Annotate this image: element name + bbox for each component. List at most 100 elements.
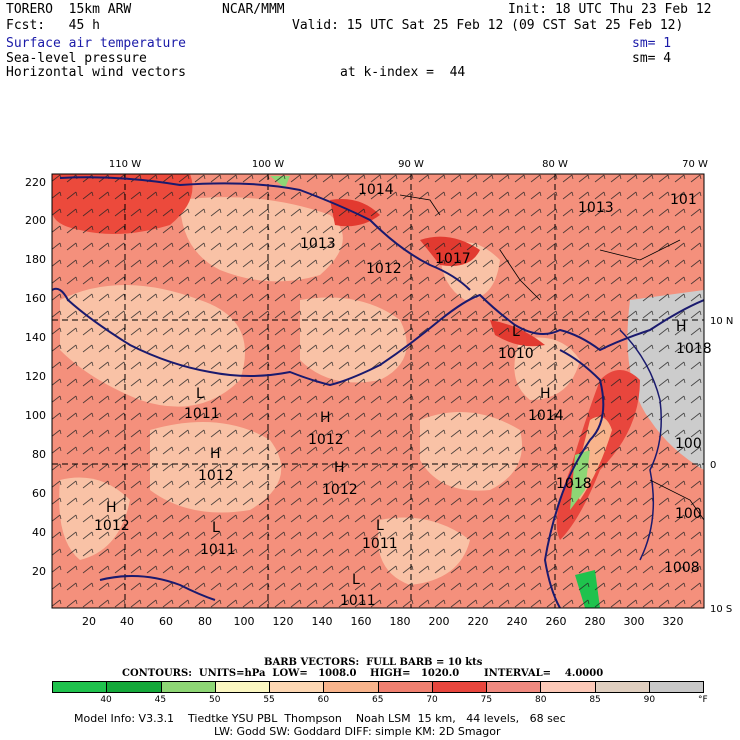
pressure-hl: H xyxy=(210,446,221,462)
color-bar-swatch xyxy=(541,682,596,692)
pressure-value: 1012 xyxy=(94,518,130,534)
color-bar-label: 85 xyxy=(589,695,601,705)
color-bar-swatch xyxy=(53,682,108,692)
color-bar-label: 40 xyxy=(100,695,112,705)
y-tick: 140 xyxy=(25,331,46,344)
field-label-pressure: Sea-level pressure xyxy=(6,51,147,66)
pressure-hl: H xyxy=(540,386,551,402)
pressure-hl: H xyxy=(334,460,345,476)
pressure-value: 1018 xyxy=(556,476,592,492)
field-sm-temperature: sm= 1 xyxy=(632,36,672,51)
color-bar-label: 55 xyxy=(263,695,275,705)
pressure-value: 1014 xyxy=(358,182,394,198)
model-physics: LW: Godd SW: Goddard DIFF: simple KM: 2D… xyxy=(214,725,501,738)
x-tick: 20 xyxy=(82,615,96,628)
x-tick: 80 xyxy=(198,615,212,628)
init-time: Init: 18 UTC Thu 23 Feb 12 xyxy=(508,2,712,17)
barb-info: BARB VECTORS: FULL BARB = 10 kts xyxy=(264,657,483,668)
y-tick: 100 xyxy=(25,409,46,422)
model-info: Model Info: V3.3.1 Tiedtke YSU PBL Thomp… xyxy=(74,712,566,725)
y-tick: 40 xyxy=(32,526,46,539)
lon-label: 100 W xyxy=(252,159,284,170)
color-bar-swatch xyxy=(270,682,325,692)
pressure-value: 1011 xyxy=(200,542,236,558)
color-bar-swatch xyxy=(595,682,650,692)
lon-label: 110 W xyxy=(109,159,141,170)
color-bar-swatch xyxy=(324,682,379,692)
pressure-value: 100 xyxy=(675,436,702,452)
color-bar-label: 70 xyxy=(426,695,438,705)
y-tick: 180 xyxy=(25,253,46,266)
pressure-hl: H xyxy=(106,500,117,516)
color-bar-swatch xyxy=(649,682,703,692)
pressure-value: 1010 xyxy=(498,346,534,362)
pressure-value: 1013 xyxy=(300,236,336,252)
contour-high: HIGH= 1020.0 xyxy=(370,668,460,679)
latitude-labels: 10 N 0 10 S xyxy=(710,316,733,615)
pressure-value: 101 xyxy=(670,192,697,208)
color-bar xyxy=(52,681,704,693)
model-title: TORERO 15km ARW xyxy=(6,2,132,17)
pressure-value: 1017 xyxy=(435,251,471,267)
pressure-hl: L xyxy=(212,520,220,536)
x-tick: 200 xyxy=(429,615,450,628)
x-tick: 180 xyxy=(390,615,411,628)
field-label-wind: Horizontal wind vectors xyxy=(6,65,187,80)
contour-interval: INTERVAL= 4.0000 xyxy=(484,668,604,679)
x-tick: 140 xyxy=(312,615,333,628)
pressure-value: 1012 xyxy=(366,261,402,277)
lat-label: 10 S xyxy=(710,604,732,615)
color-bar-label: 65 xyxy=(372,695,384,705)
pressure-value: 1008 xyxy=(664,560,700,576)
pressure-hl: H xyxy=(320,410,331,426)
y-tick: 160 xyxy=(25,292,46,305)
color-bar-swatch xyxy=(432,682,487,692)
longitude-labels: 110 W 100 W 90 W 80 W 70 W xyxy=(109,159,708,170)
pressure-value: 1012 xyxy=(198,468,234,484)
x-tick: 320 xyxy=(663,615,684,628)
pressure-value: 1012 xyxy=(322,482,358,498)
field-sm-pressure: sm= 4 xyxy=(632,51,672,66)
pressure-value: 1012 xyxy=(308,432,344,448)
forecast-hour: Fcst: 45 h xyxy=(6,18,100,33)
x-tick: 160 xyxy=(351,615,372,628)
pressure-value: 100 xyxy=(675,506,702,522)
k-index: at k-index = 44 xyxy=(340,65,466,80)
color-bar-swatch xyxy=(215,682,270,692)
pressure-value: 1014 xyxy=(528,408,564,424)
lat-label: 0 xyxy=(710,460,716,471)
pressure-value: 1011 xyxy=(184,406,220,422)
color-bar-label: 90 xyxy=(643,695,656,705)
valid-time: Valid: 15 UTC Sat 25 Feb 12 (09 CST Sat … xyxy=(292,18,684,33)
y-tick: 80 xyxy=(32,448,46,461)
organization: NCAR/MMM xyxy=(222,2,285,17)
x-tick: 40 xyxy=(120,615,134,628)
color-bar-swatch xyxy=(107,682,162,692)
lat-label: 10 N xyxy=(710,316,733,327)
color-bar-swatch xyxy=(487,682,542,692)
y-tick: 60 xyxy=(32,487,46,500)
x-tick: 260 xyxy=(546,615,567,628)
pressure-hl: L xyxy=(352,572,360,588)
x-tick: 60 xyxy=(159,615,173,628)
pressure-value: 1018 xyxy=(676,341,712,357)
color-bar-label: °F xyxy=(698,695,708,705)
contour-info: CONTOURS: UNITS=hPa LOW= 1008.0 xyxy=(122,668,357,679)
lon-label: 90 W xyxy=(398,159,424,170)
color-bar-labels: 40 45 50 55 60 65 70 75 80 85 90 °F xyxy=(52,695,707,707)
grid-y-ticks: 220 200 180 160 140 120 100 80 60 40 20 xyxy=(25,176,46,578)
color-bar-label: 80 xyxy=(535,695,547,705)
lon-label: 70 W xyxy=(682,159,708,170)
color-bar-swatch xyxy=(161,682,216,692)
pressure-value: 1013 xyxy=(578,200,614,216)
pressure-hl: L xyxy=(512,324,520,340)
x-tick: 120 xyxy=(273,615,294,628)
x-tick: 220 xyxy=(468,615,489,628)
lon-label: 80 W xyxy=(542,159,568,170)
pressure-hl: H xyxy=(676,319,687,335)
color-bar-swatch xyxy=(378,682,433,692)
pressure-hl: L xyxy=(196,386,204,402)
color-bar-label: 75 xyxy=(480,695,493,705)
y-tick: 120 xyxy=(25,370,46,383)
field-label-temperature: Surface air temperature xyxy=(6,36,187,51)
